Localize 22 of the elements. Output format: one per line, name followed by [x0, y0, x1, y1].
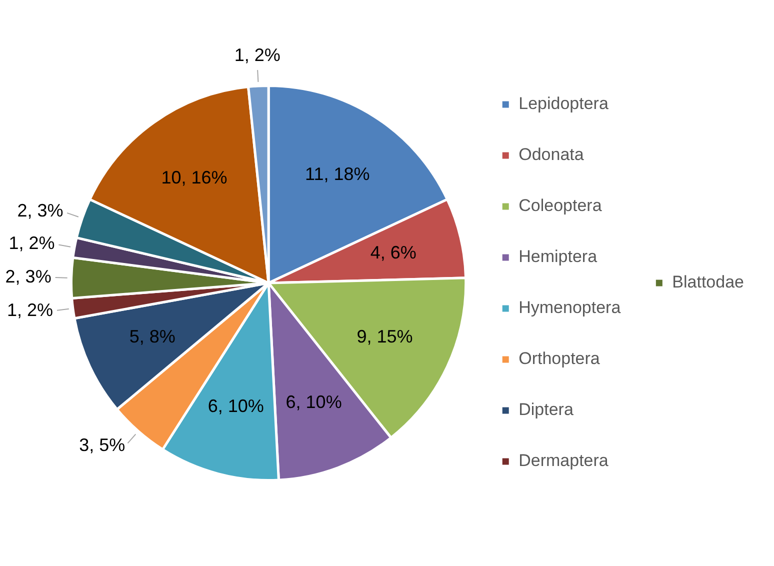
data-label: 9, 15% [356, 326, 413, 346]
legend-label: Hymenoptera [518, 298, 622, 318]
legend-label: Hemiptera [518, 247, 598, 266]
data-label: 6, 10% [208, 396, 264, 416]
data-label: 5, 8% [129, 326, 176, 346]
data-label: 1, 2% [7, 300, 54, 320]
legend-label: Lepidoptera [518, 94, 609, 114]
legend-label: Coleoptera [518, 196, 602, 216]
legend-label: Blattodae [672, 272, 744, 292]
data-label: 6, 10% [286, 392, 342, 412]
legend-label: Odonata [518, 145, 584, 164]
data-label: 1, 2% [8, 233, 55, 254]
legend-label: Orthoptera [518, 349, 600, 368]
data-label: 11, 18% [305, 164, 370, 184]
data-label: 10, 16% [161, 167, 228, 188]
legend-label: Diptera [518, 400, 574, 420]
data-label: 2, 3% [17, 200, 64, 221]
data-label: 4, 6% [370, 242, 416, 263]
data-label: 1, 2% [234, 44, 280, 65]
legend-label: Dermaptera [518, 451, 609, 470]
data-label: 3, 5% [79, 435, 126, 456]
data-label: 2, 3% [5, 266, 52, 286]
